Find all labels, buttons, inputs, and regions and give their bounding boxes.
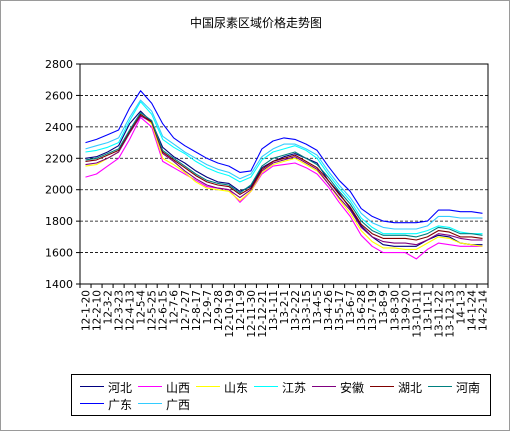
legend-item: 山西 [138, 379, 190, 395]
legend-item: 河北 [80, 379, 132, 395]
legend-swatch [370, 386, 394, 387]
y-tick-label: 1800 [45, 215, 73, 228]
legend-item: 湖北 [370, 379, 422, 395]
legend-label: 湖北 [398, 381, 423, 395]
chart-title: 中国尿素区域价格走势图 [190, 15, 322, 30]
x-tick-label: 13-8-30 [389, 290, 401, 331]
legend-label: 广东 [108, 398, 133, 412]
legend-item: 广东 [80, 396, 132, 412]
plot-area [79, 63, 489, 285]
series-line-7 [85, 90, 483, 224]
legend-item: 江苏 [254, 379, 306, 395]
y-tick-label: 2000 [45, 184, 73, 197]
chart-legend: 河北 山西 山东 江苏 安徽 湖北 河南广东 广西 [71, 374, 491, 416]
y-tick-label: 2600 [45, 89, 73, 102]
x-tick-label: 13-5-17 [334, 290, 346, 331]
legend-item: 广西 [138, 396, 190, 412]
x-tick-label: 14-1-24 [466, 290, 478, 331]
x-tick-label: 13-11-22 [433, 290, 445, 338]
x-tick-label: 14-1-3 [455, 290, 467, 324]
legend-swatch [312, 386, 336, 387]
series-line-1 [85, 116, 483, 260]
legend-item: 安徽 [312, 379, 364, 395]
x-axis: 12-1-20 12-2-10 12-3-2 12-3-23 12-4-13 12-5-4… [79, 284, 489, 338]
x-tick-label: 12-11-9 [235, 290, 247, 331]
x-tick-label: 13-6-7 [345, 290, 357, 324]
x-tick-label: 13-2-1 [279, 290, 291, 324]
x-tick-label: 13-2-22 [290, 290, 302, 331]
y-tick-label: 1400 [45, 278, 73, 291]
legend-item: 山东 [196, 379, 248, 395]
x-tick-label: 13-1-11 [268, 290, 280, 331]
x-tick-label: 13-11-1 [422, 290, 434, 331]
legend-label: 河南 [456, 381, 481, 395]
legend-swatch [428, 386, 452, 387]
x-tick-label: 13-6-28 [356, 290, 368, 331]
gridlines [80, 95, 488, 253]
legend-label: 山东 [224, 381, 249, 395]
x-tick-label: 12-5-25 [147, 290, 159, 331]
x-tick-label: 12-7-27 [180, 290, 192, 331]
legend-swatch [254, 386, 278, 387]
x-tick-label: 13-7-19 [367, 290, 379, 331]
x-tick-label: 12-7-6 [169, 290, 181, 325]
x-tick-label: 12-2-10 [92, 290, 104, 331]
x-tick-label: 12-6-15 [158, 290, 170, 331]
series-line-3 [85, 101, 483, 235]
legend-swatch [80, 386, 104, 387]
x-tick-label: 13-10-11 [411, 290, 423, 338]
legend-item: 河南 [428, 379, 480, 395]
legend-label: 江苏 [282, 381, 307, 395]
x-tick-label: 13-4-5 [312, 290, 324, 324]
x-tick-label: 12-1-20 [81, 290, 93, 331]
legend-swatch [138, 386, 162, 387]
x-tick-label: 13-12-13 [444, 290, 456, 338]
x-tick-label: 12-4-13 [125, 290, 137, 331]
legend-label: 河北 [108, 381, 133, 395]
legend-label: 山西 [166, 381, 191, 395]
y-tick-label: 2200 [45, 152, 73, 165]
y-axis: 1400 1600 1800 2000 2200 2400 2600 2800 [45, 58, 80, 291]
legend-swatch [80, 403, 104, 404]
x-tick-label: 13-4-26 [323, 290, 335, 331]
y-tick-label: 1600 [45, 247, 73, 260]
x-tick-label: 12-10-19 [224, 290, 236, 338]
x-tick-label: 12-9-7 [202, 290, 214, 324]
x-tick-label: 12-3-2 [103, 290, 115, 324]
x-tick-label: 12-11-30 [246, 290, 258, 338]
x-tick-label: 12-3-23 [114, 290, 126, 331]
series-line-6 [85, 112, 483, 238]
x-tick-label: 12-12-21 [257, 290, 269, 338]
x-tick-label: 12-9-28 [213, 290, 225, 331]
x-tick-label: 13-8-9 [378, 290, 390, 324]
x-tick-label: 12-8-17 [191, 290, 203, 331]
series-line-8 [85, 99, 483, 230]
y-tick-label: 2400 [45, 121, 73, 134]
x-tick-label: 14-2-14 [477, 290, 489, 331]
legend-label: 广西 [166, 398, 191, 412]
legend-swatch [138, 403, 162, 404]
x-tick-label: 13-3-15 [301, 290, 313, 331]
x-tick-label: 13-9-20 [400, 290, 412, 331]
legend-label: 安徽 [340, 381, 365, 395]
x-tick-label: 12-5-4 [136, 290, 148, 325]
series-lines [85, 90, 483, 260]
y-tick-label: 2800 [45, 58, 73, 71]
legend-swatch [196, 386, 220, 387]
